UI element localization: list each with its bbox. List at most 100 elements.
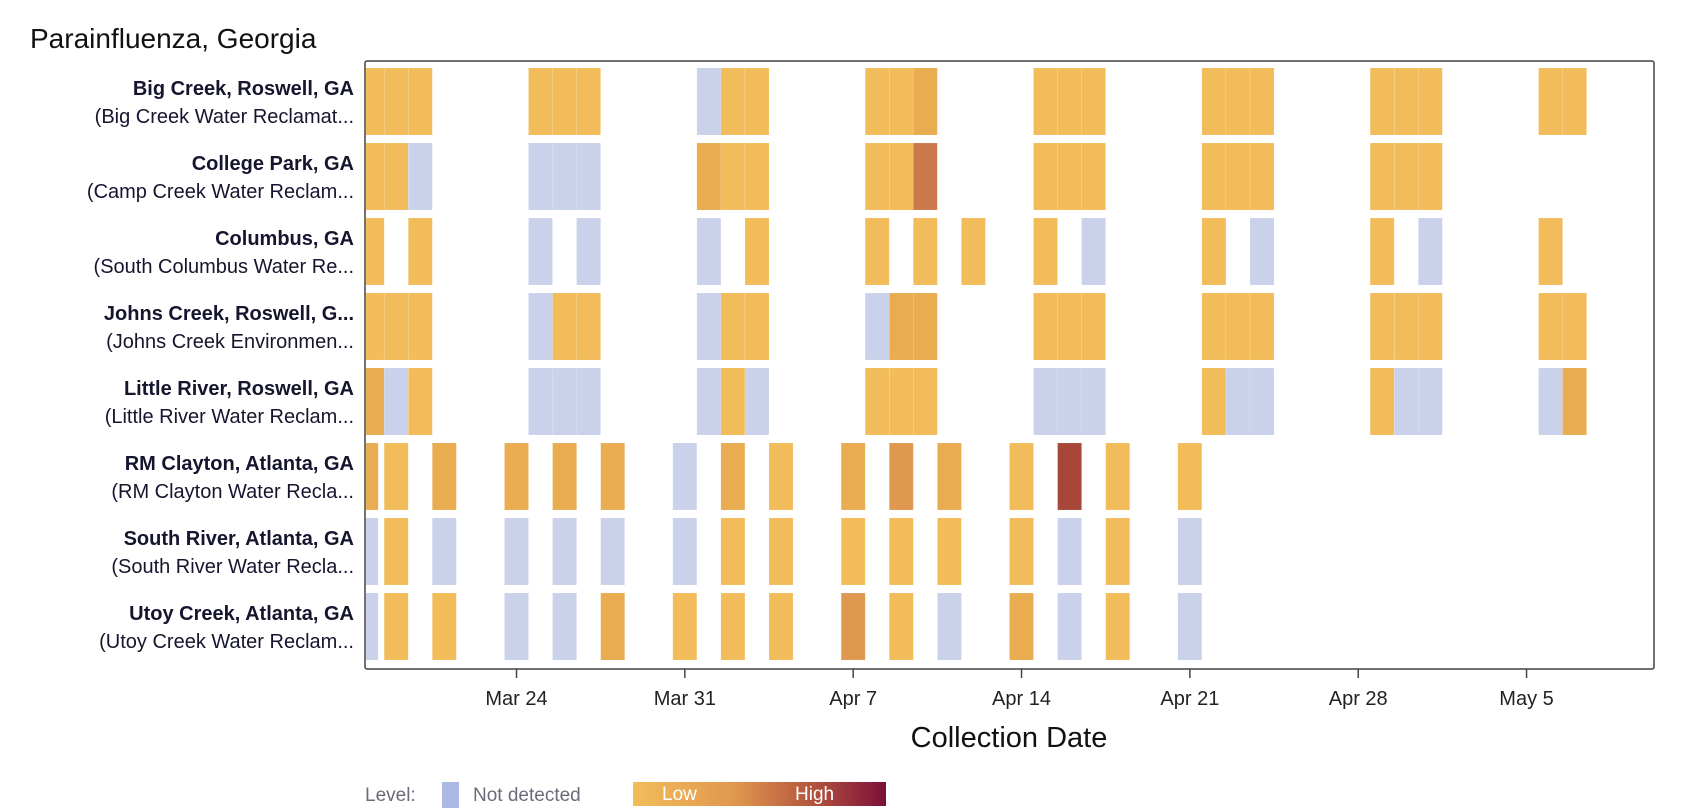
heatmap-cell bbox=[1057, 442, 1082, 511]
heatmap-cell bbox=[1201, 217, 1227, 286]
heatmap-cell bbox=[1177, 442, 1203, 511]
heatmap-cell bbox=[1009, 517, 1034, 586]
heatmap-cell bbox=[696, 142, 722, 211]
heatmap-cell bbox=[407, 142, 433, 211]
heatmap-cell bbox=[383, 517, 409, 586]
site-name-label: College Park, GA bbox=[192, 153, 354, 175]
heatmap-cell bbox=[600, 442, 626, 511]
heatmap-cell bbox=[744, 292, 770, 361]
heatmap-cell bbox=[720, 592, 746, 661]
site-name-label: RM Clayton, Atlanta, GA bbox=[125, 453, 354, 475]
heatmap-cell bbox=[431, 517, 457, 586]
heatmap-cell bbox=[407, 292, 433, 361]
site-name-label: Little River, Roswell, GA bbox=[124, 378, 354, 400]
heatmap-cell bbox=[576, 292, 601, 361]
site-facility-label: (Utoy Creek Water Reclam... bbox=[99, 631, 354, 653]
heatmap-cell bbox=[672, 442, 698, 511]
heatmap-cell bbox=[912, 67, 938, 136]
heatmap-cell bbox=[504, 442, 529, 511]
heatmap-cell bbox=[720, 517, 746, 586]
chart-title: Parainfluenza, Georgia bbox=[30, 23, 317, 54]
heatmap-cells bbox=[365, 67, 1587, 661]
heatmap-cell bbox=[1009, 442, 1034, 511]
heatmap-cell bbox=[1057, 142, 1082, 211]
heatmap-cell bbox=[1394, 142, 1419, 211]
legend-low-label: Low bbox=[662, 784, 697, 805]
heatmap-cell bbox=[1057, 367, 1082, 436]
heatmap-cell bbox=[1105, 442, 1130, 511]
heatmap-cell bbox=[720, 442, 746, 511]
heatmap-cell bbox=[1418, 142, 1443, 211]
heatmap-cell bbox=[1369, 292, 1395, 361]
heatmap-cell bbox=[744, 142, 770, 211]
heatmap-cell bbox=[576, 142, 601, 211]
heatmap-cell bbox=[365, 517, 379, 586]
heatmap-cell bbox=[864, 67, 890, 136]
site-name-label: Utoy Creek, Atlanta, GA bbox=[129, 603, 354, 625]
legend: Level: Not detected Low High bbox=[365, 782, 886, 808]
legend-not-detected-swatch bbox=[442, 782, 459, 808]
site-facility-label: (South Columbus Water Re... bbox=[94, 256, 354, 278]
heatmap-cell bbox=[1538, 367, 1563, 436]
heatmap-cell bbox=[365, 592, 379, 661]
heatmap-cell bbox=[1081, 67, 1106, 136]
heatmap-cell bbox=[504, 592, 529, 661]
heatmap-cell bbox=[552, 67, 577, 136]
heatmap-cell bbox=[1081, 292, 1106, 361]
x-axis: Mar 24 Mar 31 Apr 7 Apr 14 Apr 21 Apr 28 May 5 bbox=[485, 669, 1554, 710]
legend-not-detected-label: Not detected bbox=[473, 785, 581, 806]
heatmap-cell bbox=[1394, 292, 1419, 361]
site-name-label: Johns Creek, Roswell, G... bbox=[104, 303, 354, 325]
heatmap-cell bbox=[840, 517, 866, 586]
heatmap-cell bbox=[1033, 142, 1058, 211]
heatmap-cell bbox=[912, 217, 938, 286]
heatmap-cell bbox=[1033, 217, 1058, 286]
heatmap-cell bbox=[383, 442, 409, 511]
heatmap-cell bbox=[1105, 592, 1130, 661]
heatmap-cell bbox=[552, 517, 577, 586]
heatmap-cell bbox=[744, 67, 770, 136]
heatmap-cell bbox=[1418, 367, 1443, 436]
heatmap-cell bbox=[912, 142, 938, 211]
heatmap-cell bbox=[1418, 292, 1443, 361]
legend-label: Level: bbox=[365, 785, 416, 806]
heatmap-cell bbox=[552, 367, 577, 436]
heatmap-cell bbox=[1081, 367, 1106, 436]
heatmap-cell bbox=[576, 217, 601, 286]
heatmap-cell bbox=[1201, 292, 1227, 361]
heatmap-cell bbox=[528, 217, 553, 286]
heatmap-cell bbox=[1033, 367, 1058, 436]
legend-level-gradient bbox=[633, 782, 886, 806]
site-name-label: Columbus, GA bbox=[215, 228, 354, 250]
heatmap-cell bbox=[1081, 217, 1106, 286]
heatmap-cell bbox=[696, 367, 722, 436]
site-facility-label: (South River Water Recla... bbox=[111, 556, 354, 578]
heatmap-cell bbox=[1538, 292, 1563, 361]
plot-frame bbox=[364, 60, 1655, 670]
heatmap-cell bbox=[365, 367, 385, 436]
heatmap-cell bbox=[383, 292, 409, 361]
heatmap-cell bbox=[383, 142, 409, 211]
heatmap-cell bbox=[888, 442, 914, 511]
heatmap-cell bbox=[1249, 217, 1275, 286]
heatmap-cell bbox=[1225, 142, 1251, 211]
site-name-label: Big Creek, Roswell, GA bbox=[133, 78, 354, 100]
heatmap-cell bbox=[1418, 217, 1443, 286]
heatmap-cell bbox=[1369, 67, 1395, 136]
heatmap-cell bbox=[720, 142, 746, 211]
site-facility-label: (Little River Water Reclam... bbox=[105, 406, 354, 428]
x-tick-label: Mar 31 bbox=[654, 688, 716, 710]
site-facility-label: (Camp Creek Water Reclam... bbox=[87, 181, 354, 203]
heatmap-cell bbox=[365, 442, 379, 511]
heatmap-cell bbox=[528, 367, 553, 436]
heatmap-cell bbox=[431, 442, 457, 511]
heatmap-cell bbox=[1225, 292, 1251, 361]
x-tick-label: Mar 24 bbox=[485, 688, 547, 710]
heatmap-cell bbox=[365, 217, 385, 286]
heatmap-cell bbox=[937, 592, 962, 661]
heatmap-cell bbox=[431, 592, 457, 661]
heatmap-cell bbox=[552, 142, 577, 211]
heatmap-cell bbox=[365, 142, 385, 211]
heatmap-cell bbox=[912, 292, 938, 361]
heatmap-cell bbox=[1201, 67, 1227, 136]
